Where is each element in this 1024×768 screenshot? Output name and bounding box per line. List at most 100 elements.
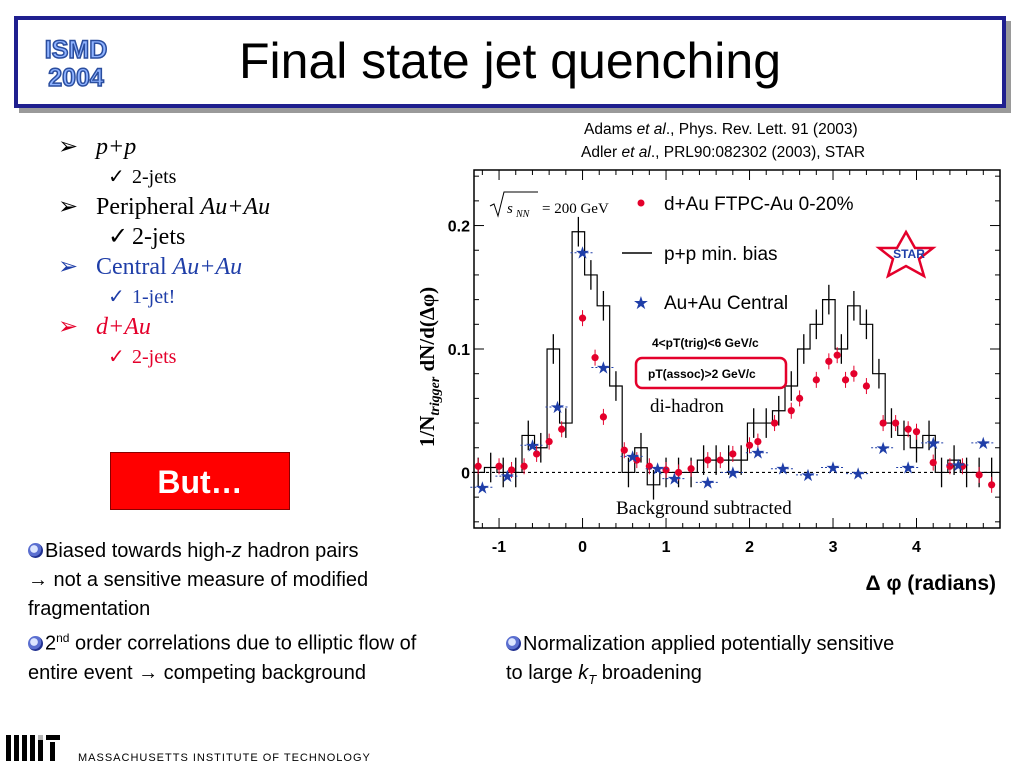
dau-point [988, 481, 996, 489]
reference-1: Adams et al., Phys. Rev. Lett. 91 (2003) [584, 121, 858, 138]
sub-bullet-central: ✓ 1-jet! [58, 282, 398, 312]
auau-point: ★ [550, 398, 565, 417]
y-tick-label: 0 [461, 465, 470, 482]
auau-point: ★ [976, 434, 991, 453]
dau-point [796, 394, 804, 402]
check-icon: ✓ [108, 224, 129, 250]
arrow-bullet-icon: ➢ [58, 194, 79, 220]
dau-point [833, 351, 841, 359]
note-left: Biased towards high-z hadron pairs → not… [28, 540, 417, 684]
y-tick-label: 0.1 [448, 342, 470, 359]
sub-bullet-peripheral: ✓ 2-jets [108, 224, 186, 250]
x-tick-label: 2 [745, 539, 754, 556]
cut-trigger: 4<pT(trig)<6 GeV/c [652, 336, 759, 350]
cut-assoc-box [634, 356, 788, 390]
dau-point [704, 456, 712, 464]
dau-point [662, 466, 670, 474]
dau-point [520, 462, 528, 470]
title-bar: ISMD 2004 Final state jet quenching [14, 16, 1006, 108]
x-tick-label: 1 [662, 539, 671, 556]
arrow-bullet-icon: ➢ [58, 134, 79, 160]
energy-symbol: s [507, 201, 513, 217]
mit-logo: MASSACHUSETTS INSTITUTE OF TECHNOLOGY [6, 735, 371, 764]
footer-text: MASSACHUSETTS INSTITUTE OF TECHNOLOGY [78, 752, 371, 763]
logo-line1: ISMD [45, 36, 108, 64]
series-pp-line [471, 231, 998, 486]
auau-point: ★ [650, 460, 665, 479]
dau-point [599, 413, 608, 421]
chart-svg: ★★★★★★★★★ ★★★★ ★ ★ ★★★★★★ -1 0 1 2 3 4 00.10.2 1/… [415, 169, 1001, 595]
check-icon: ✓ [108, 166, 125, 188]
auau-point: ★ [625, 447, 640, 466]
dau-point [591, 354, 599, 362]
auau-point: ★ [775, 460, 790, 479]
bullet-list: ➢ p+p ✓ 2-jets ➢ Peripheral Au+Au ✓ 2-jets ➢… [58, 132, 398, 372]
legend-label-pp: p+p min. bias [664, 244, 778, 265]
dau-point [558, 425, 566, 433]
legend-marker-dau [637, 199, 645, 207]
legend-marker-auau: ★ [633, 293, 649, 313]
bullet-pp: ➢ p+p [58, 134, 137, 160]
round-bullet-icon [506, 636, 521, 651]
ismd-logo-graphic: ISMD 2004 [44, 35, 108, 93]
logo-line2: 2004 [48, 64, 104, 92]
auau-point: ★ [725, 463, 740, 482]
note-right: Normalization applied potentially sensit… [506, 633, 895, 687]
dau-point [495, 462, 503, 470]
y-tick-label: 0.2 [448, 219, 470, 236]
chart: ★ ★ ★ ★ ★ ★ ★ ★ ★ ★ ★ ★ ★ ★ ★ ★ ★ ★ ★ ★ ★ -1 0 1 2 3 4 0 0.1 0.2 1/… [415, 162, 1020, 598]
round-bullet-icon [28, 543, 43, 558]
dau-point [862, 382, 871, 390]
dau-point [812, 376, 820, 384]
bullet-peripheral: ➢ Peripheral Au+Au [58, 194, 271, 220]
auau-point: ★ [700, 473, 715, 492]
dau-point [729, 450, 737, 458]
dau-point [841, 376, 850, 384]
auau-point: ★ [500, 467, 515, 486]
energy-label: s NN = 200 GeV [489, 191, 609, 220]
sub-bullet-pp: ✓ 2-jets [58, 162, 398, 192]
auau-point: ★ [825, 459, 840, 478]
legend-label-dau: d+Au FTPC-Au 0-20% [664, 194, 854, 215]
dau-point [578, 314, 587, 322]
dau-point [770, 419, 779, 427]
dau-point [787, 407, 795, 415]
but-banner: But… [110, 452, 290, 510]
dau-point [545, 437, 553, 446]
dau-point [754, 437, 762, 446]
auau-point: ★ [667, 470, 682, 489]
auau-point: ★ [525, 436, 540, 455]
dau-point [620, 446, 628, 454]
dau-point [687, 465, 695, 473]
auau-point: ★ [901, 459, 916, 478]
ismd-2004-logo: ISMD 2004 [34, 30, 118, 94]
auau-point: ★ [800, 466, 815, 485]
dau-point [912, 428, 921, 436]
dau-point [946, 462, 954, 470]
dau-point [674, 468, 683, 477]
mit-footer: MASSACHUSETTS INSTITUTE OF TECHNOLOGY [6, 733, 426, 768]
annotation-di-hadron: di-hadron [650, 396, 724, 417]
auau-point: ★ [475, 478, 490, 497]
x-tick-label: 4 [912, 539, 921, 556]
x-tick-label: 0 [578, 539, 587, 556]
energy-subscript: NN [515, 209, 531, 220]
dau-point [929, 458, 937, 467]
dau-point [533, 450, 541, 458]
energy-value: = 200 GeV [542, 201, 609, 217]
bullet-central: ➢ Central Au+Au [58, 254, 243, 280]
star-logo-text: STAR [893, 247, 925, 261]
dau-point [507, 466, 516, 474]
sub-bullet-dau: ✓ 2-jets [58, 342, 398, 372]
round-bullet-icon [28, 635, 43, 651]
x-tick-label: 3 [829, 539, 838, 556]
auau-point: ★ [926, 434, 941, 453]
x-tick-label: -1 [492, 539, 506, 556]
star-experiment-logo: STAR [875, 229, 937, 279]
dau-point [716, 456, 724, 464]
legend: d+Au FTPC-Au 0-20% p+p min. bias ★ Au+Au… [622, 194, 854, 314]
arrow-bullet-icon: ➢ [58, 254, 79, 280]
cut-assoc: pT(assoc)>2 GeV/c [648, 367, 756, 381]
auau-point: ★ [875, 439, 890, 458]
check-icon: ✓ [108, 286, 125, 308]
